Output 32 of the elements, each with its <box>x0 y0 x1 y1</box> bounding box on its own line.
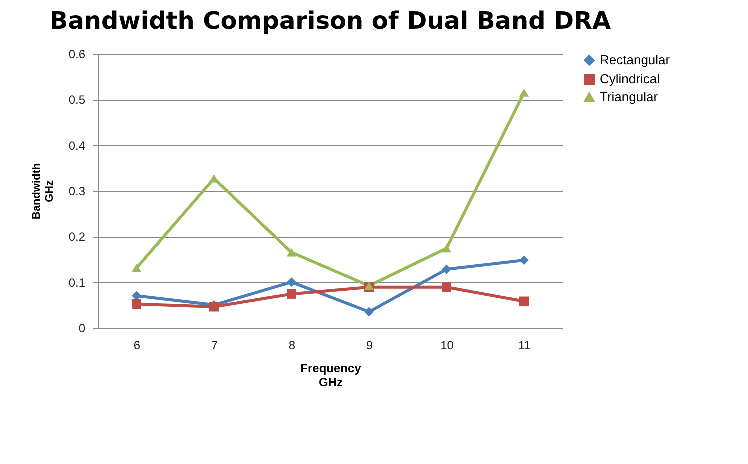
point <box>132 291 142 301</box>
point <box>520 256 529 266</box>
y-tick-label: 0.2 <box>68 230 86 244</box>
legend-label: Rectangular <box>600 52 671 68</box>
legend-label: Cylindrical <box>600 72 660 86</box>
y-tick-label: 0.5 <box>68 93 86 108</box>
x-tick-label: 8 <box>288 338 296 352</box>
point <box>520 296 529 306</box>
x-axis-title: Frequency GHz <box>300 362 362 390</box>
y-tick-label: 0 <box>78 322 86 336</box>
point <box>287 278 296 288</box>
y-tick-label: 0.3 <box>68 184 86 198</box>
x-tick-label: 9 <box>366 338 374 352</box>
point <box>442 244 452 253</box>
y-axis-title: Bandwidth GHz <box>30 163 56 220</box>
point <box>132 300 142 309</box>
point <box>287 248 296 257</box>
y-tick-label: 0.4 <box>68 138 86 153</box>
point <box>364 307 374 317</box>
point <box>442 282 452 292</box>
point <box>520 88 529 97</box>
x-tick-label: 7 <box>211 338 218 352</box>
chart-title: Bandwidth Comparison of Dual Band DRA <box>50 7 612 35</box>
x-tick-label: 6 <box>134 338 141 352</box>
y-tick-label: 0.6 <box>68 48 86 62</box>
legend-label: Triangular <box>600 90 659 104</box>
x-tick-label: 10 <box>440 338 454 352</box>
point <box>132 264 142 272</box>
point <box>442 264 452 274</box>
point <box>287 289 296 299</box>
x-tick-label: 11 <box>518 338 532 352</box>
y-tick-label: 0.1 <box>68 276 86 290</box>
